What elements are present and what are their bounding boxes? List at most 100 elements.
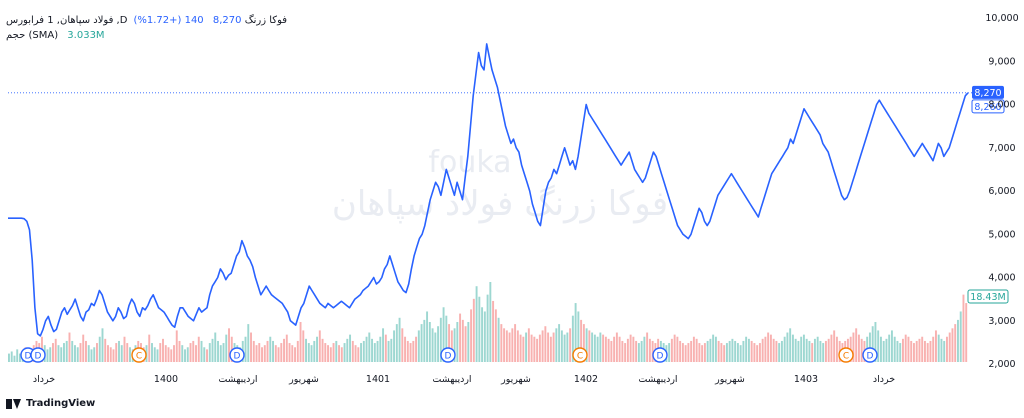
volume-bar — [808, 340, 811, 362]
volume-bar — [959, 311, 962, 362]
volume-bar — [758, 343, 761, 362]
volume-bar — [673, 334, 676, 362]
volume-bar — [703, 343, 706, 362]
volume-bar — [475, 286, 478, 362]
volume-bar — [76, 347, 79, 362]
volume-bar — [225, 334, 228, 362]
volume-bar — [805, 338, 808, 362]
volume-bar — [580, 319, 583, 362]
volume-bar — [780, 340, 783, 362]
dividend-event-icon[interactable] — [652, 347, 668, 363]
volume-bar — [791, 334, 794, 362]
split-event-icon[interactable] — [572, 347, 588, 363]
volume-bar — [910, 340, 913, 362]
volume-bar — [481, 307, 484, 362]
volume-bar — [538, 334, 541, 362]
volume-bar — [637, 343, 640, 362]
volume-bar — [327, 345, 330, 362]
volume-bar — [736, 343, 739, 362]
volume-bar — [926, 343, 929, 362]
legend-symbol-row[interactable]: فولاد سپاهان, 1 فرابورس ,Dفوکا زرنگ 8,27… — [6, 14, 287, 27]
volume-bar — [621, 340, 624, 362]
volume-bar — [811, 343, 814, 362]
volume-bar — [192, 340, 195, 362]
volume-bar — [96, 343, 98, 362]
volume-bar — [772, 338, 775, 362]
volume-bar — [613, 336, 616, 362]
dividend-event-icon[interactable] — [440, 347, 456, 363]
volume-bar — [648, 338, 651, 362]
volume-bar — [819, 340, 822, 362]
volume-bar — [750, 340, 753, 362]
tradingview-logo-icon — [6, 398, 22, 409]
volume-bar — [104, 338, 107, 362]
volume-bar — [717, 340, 720, 362]
volume-bar — [316, 336, 319, 362]
volume-bar — [459, 313, 462, 362]
dividend-event-icon[interactable] — [30, 347, 46, 363]
volume-bar — [566, 332, 569, 362]
volume-bar — [767, 332, 770, 362]
volume-bar — [98, 336, 101, 362]
split-event-icon[interactable] — [131, 347, 147, 363]
event-label: D — [35, 352, 42, 362]
volume-bar — [868, 332, 871, 362]
y-tick-label: 3,000 — [988, 316, 1015, 327]
volume-bar — [371, 338, 374, 362]
volume-bar — [536, 338, 539, 362]
watermark: fouka فوکا زرنگ فولاد سپاهان — [332, 145, 668, 224]
time-axis[interactable]: خرداد 1400 اردیبهشت شهریور 1401 اردیبهشت شهریو… — [33, 374, 895, 385]
price-axis[interactable]: 10,000 9,000 8,000 7,000 6,000 5,000 4,000 3,00… — [985, 13, 1018, 370]
y-tick-label: 4,000 — [988, 273, 1015, 284]
y-tick-label: 9,000 — [988, 56, 1015, 67]
volume-bar — [162, 338, 164, 362]
volume-bar — [195, 345, 197, 362]
volume-bar — [813, 338, 816, 362]
volume-bar — [49, 347, 52, 362]
volume-bar — [126, 343, 129, 362]
price-line — [8, 43, 969, 337]
y-tick-label: 8,000 — [988, 100, 1015, 111]
dividend-event-icon[interactable] — [229, 347, 245, 363]
x-tick-label: اردیبهشت — [638, 374, 677, 385]
volume-bar — [470, 309, 473, 362]
dividend-event-icon[interactable] — [862, 347, 878, 363]
volume-bar — [508, 332, 511, 362]
volume-bar — [456, 322, 459, 362]
volume-bar — [690, 340, 693, 362]
volume-bar — [346, 338, 349, 362]
volume-bar — [921, 336, 924, 362]
volume-bar — [85, 340, 87, 362]
watermark-line-2: فوکا زرنگ فولاد سپاهان — [332, 184, 668, 224]
tradingview-attribution[interactable]: TradingView — [6, 398, 95, 409]
volume-bar — [742, 340, 745, 362]
volume-bar — [582, 324, 585, 362]
volume-bar — [761, 338, 764, 362]
legend-volume-row[interactable]: حجم (SMA) 3.033M — [6, 29, 105, 42]
volume-bar — [387, 340, 390, 362]
volume-bar — [382, 328, 385, 362]
volume-bar — [698, 343, 701, 362]
volume-bar — [442, 307, 445, 362]
volume-bar — [63, 343, 65, 362]
volume-bar — [57, 345, 60, 362]
x-tick-label: شهریور — [288, 374, 319, 385]
volume-bar — [46, 349, 49, 362]
volume-bar — [899, 343, 902, 362]
volume-bar — [929, 340, 932, 362]
x-tick-label: اردیبهشت — [432, 374, 471, 385]
volume-bar — [310, 345, 313, 362]
volume-bar — [156, 349, 159, 362]
volume-bar — [731, 338, 734, 362]
volume-bar — [10, 351, 13, 362]
volume-bar — [217, 340, 219, 362]
volume-bar — [934, 330, 937, 362]
volume-bar — [428, 322, 431, 362]
volume-bar — [830, 334, 833, 362]
split-event-icon[interactable] — [838, 347, 854, 363]
volume-bar — [885, 338, 888, 362]
event-label: D — [234, 352, 241, 362]
